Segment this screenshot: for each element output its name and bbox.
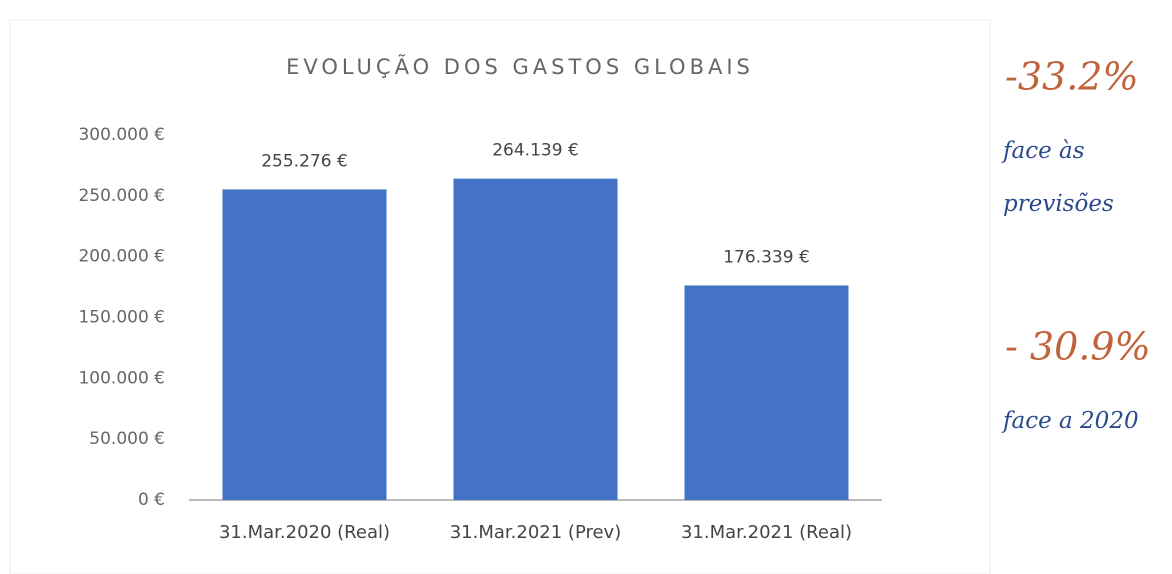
annotation-label: - 30.9% [1005, 325, 1151, 369]
bar [453, 178, 618, 500]
bar [222, 189, 387, 501]
value-label: 264.139 € [492, 141, 579, 161]
y-tick-label: 250.000 € [78, 186, 165, 206]
annotation-note: face a 2020 [1001, 408, 1139, 434]
annotation-note: previsões [1003, 191, 1114, 217]
annotation-label: -33.2% [1005, 55, 1139, 99]
chart-title: EVOLUÇÃO DOS GASTOS GLOBAIS [286, 53, 754, 79]
value-label: 255.276 € [261, 151, 348, 171]
y-tick-label: 50.000 € [89, 429, 165, 449]
x-tick-label: 31.Mar.2020 (Real) [219, 522, 390, 543]
y-tick-label: 200.000 € [78, 247, 165, 267]
bar [684, 285, 849, 500]
annotation-note: face às [1001, 138, 1085, 164]
x-tick-label: 31.Mar.2021 (Prev) [450, 522, 622, 543]
y-tick-label: 0 € [138, 490, 165, 510]
y-tick-label: 150.000 € [78, 308, 165, 328]
y-tick-label: 300.000 € [78, 125, 165, 145]
x-tick-label: 31.Mar.2021 (Real) [681, 522, 852, 543]
y-tick-label: 100.000 € [78, 368, 165, 388]
value-label: 176.339 € [723, 247, 810, 267]
